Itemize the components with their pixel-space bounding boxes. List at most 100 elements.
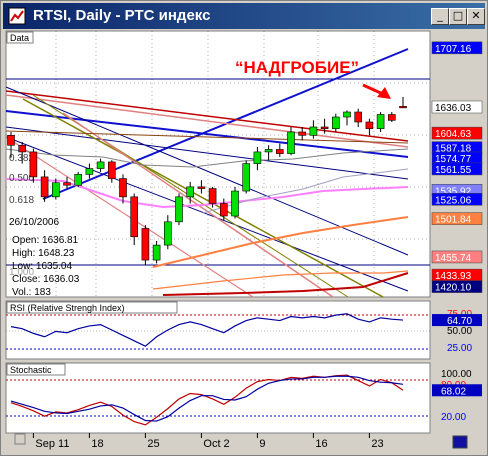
candle xyxy=(242,160,250,194)
rsi-pane: RSI (Relative Strengh Index) xyxy=(6,301,430,350)
close-button[interactable]: ✕ xyxy=(467,8,485,25)
x-axis-tick: 25 xyxy=(144,433,160,450)
scroll-left-control[interactable] xyxy=(14,433,26,445)
info-vol: Vol.: 183 xyxy=(12,287,51,298)
rsi-axis-tick: 25.00 xyxy=(447,343,472,354)
candle xyxy=(220,198,228,221)
info-low: Low: 1635.04 xyxy=(12,261,72,272)
rsi-pane-label: RSI (Relative Strengh Index) xyxy=(10,303,125,313)
svg-text:1561.55: 1561.55 xyxy=(435,165,472,176)
candle xyxy=(376,112,385,132)
svg-text:1707.16: 1707.16 xyxy=(435,44,472,55)
svg-text:1420.10: 1420.10 xyxy=(435,283,472,294)
candle xyxy=(387,112,396,122)
candle xyxy=(275,143,284,157)
svg-text:9: 9 xyxy=(259,438,265,450)
candle xyxy=(85,163,94,179)
title-bar[interactable]: RTSI, Daily - РТС индекс _ □ ✕ xyxy=(3,3,485,29)
candle xyxy=(40,170,49,202)
settings-button[interactable] xyxy=(452,435,468,449)
x-axis: Sep 11 18 25 Oct 2 9 16 23 xyxy=(32,433,384,450)
svg-text:25.00: 25.00 xyxy=(447,343,472,354)
price-axis-tick: 1574.77 xyxy=(431,151,483,165)
svg-text:1433.93: 1433.93 xyxy=(435,271,472,282)
x-axis-tick: 16 xyxy=(312,433,328,450)
svg-text:1574.77: 1574.77 xyxy=(435,154,472,165)
candle xyxy=(309,120,318,139)
svg-text:1604.63: 1604.63 xyxy=(435,129,472,140)
svg-text:1525.06: 1525.06 xyxy=(435,195,472,206)
x-axis-tick: Oct 2 xyxy=(200,433,230,450)
stochastic-axis-tick: 20.00 xyxy=(441,412,466,423)
price-axis-tick: 1707.16 xyxy=(431,41,483,55)
svg-text:16: 16 xyxy=(315,438,327,450)
rsi-axis-tick: 50.00 xyxy=(447,326,472,337)
candle xyxy=(287,126,295,156)
svg-text:1535.92: 1535.92 xyxy=(435,186,472,197)
chart-app-icon xyxy=(8,7,26,25)
candle xyxy=(141,225,150,266)
info-date: 26/10/2006 xyxy=(9,217,59,228)
candle xyxy=(18,141,26,164)
svg-text:50.00: 50.00 xyxy=(447,326,472,337)
candle xyxy=(343,110,351,126)
x-axis-tick: Sep 11 xyxy=(32,433,69,450)
annotation-text: “НАДГРОБИЕ” xyxy=(235,58,359,77)
price-axis-tick: 1501.84 xyxy=(431,212,483,226)
svg-text:100.00: 100.00 xyxy=(441,369,472,380)
info-open: Open: 1636.81 xyxy=(12,235,79,246)
stochastic-axis-tick: 68.02 xyxy=(432,384,482,397)
candle xyxy=(253,146,262,171)
x-axis-tick: 23 xyxy=(368,433,384,450)
candle xyxy=(119,174,127,204)
candle xyxy=(7,131,15,158)
svg-text:1587.18: 1587.18 xyxy=(435,144,472,155)
minimize-button[interactable]: _ xyxy=(431,8,449,25)
fib-label-0500: 0.500 xyxy=(9,173,34,184)
candle xyxy=(130,193,138,246)
maximize-button[interactable]: □ xyxy=(449,8,467,25)
candle xyxy=(320,118,329,134)
svg-text:68.02: 68.02 xyxy=(441,386,466,397)
stochastic-pane: Stochastic xyxy=(6,363,430,426)
svg-text:18: 18 xyxy=(91,438,103,450)
stochastic-pane-label: Stochastic xyxy=(10,365,52,375)
candle xyxy=(264,145,273,161)
candle xyxy=(63,176,71,189)
svg-text:1501.84: 1501.84 xyxy=(435,215,472,226)
price-axis-tick: 1455.74 xyxy=(431,250,483,264)
stochastic-axis-tick: 100.00 xyxy=(441,369,472,380)
svg-text:Oct 2: Oct 2 xyxy=(203,438,229,450)
annotation-arrow xyxy=(362,83,391,99)
candle xyxy=(354,108,363,127)
window-title: RTSI, Daily - РТС индекс xyxy=(33,7,211,24)
fib-label-0618: 0.618 xyxy=(9,195,34,206)
price-axis-tick: 1587.18 xyxy=(431,141,483,155)
candle xyxy=(231,186,239,219)
candle xyxy=(29,148,38,183)
candle xyxy=(186,181,194,204)
price-pane: 0.382 0.500 0.618 1.000 “НАДГРОБИЕ” 26/1… xyxy=(5,31,430,298)
candle xyxy=(152,240,161,264)
price-axis-tick: 1433.93 xyxy=(431,268,483,282)
candle xyxy=(331,113,340,132)
svg-text:1636.03: 1636.03 xyxy=(435,103,472,114)
candle xyxy=(164,215,172,250)
price-axis: 1707.16 1636.03 1604.63 1587.181574.771561.… xyxy=(431,41,483,294)
candle xyxy=(96,158,105,172)
x-axis-tick: 9 xyxy=(256,433,266,450)
candle xyxy=(74,171,82,187)
price-axis-tick: 1525.06 xyxy=(431,193,483,206)
candle xyxy=(365,118,374,136)
x-axis-tick: 18 xyxy=(88,433,104,450)
price-axis-tick: 1636.03 xyxy=(431,100,483,114)
info-high: High: 1648.23 xyxy=(12,248,75,259)
chart-area: 0.382 0.500 0.618 1.000 “НАДГРОБИЕ” 26/1… xyxy=(3,29,485,453)
svg-text:1455.74: 1455.74 xyxy=(435,253,472,264)
price-axis-tick: 1420.10 xyxy=(431,280,483,294)
price-pane-label: Data xyxy=(10,33,29,43)
candle xyxy=(197,180,206,194)
